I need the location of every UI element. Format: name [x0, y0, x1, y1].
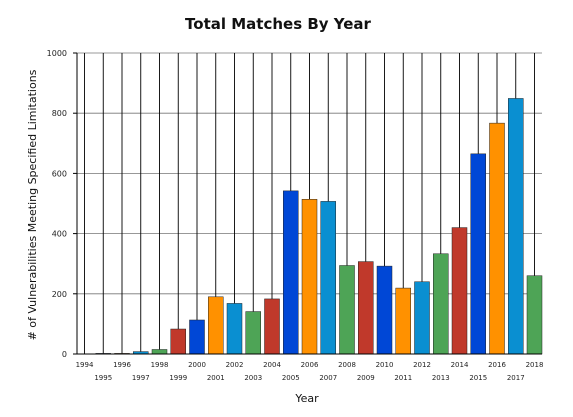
- x-tick-label: 2000: [188, 361, 206, 369]
- x-tick-label: 2010: [376, 361, 394, 369]
- x-tick-label: 2012: [413, 361, 431, 369]
- bar-2011: [395, 287, 411, 355]
- y-tick-label: 800: [52, 109, 67, 118]
- x-tick-label: 1997: [132, 374, 150, 382]
- chart-title: Total Matches By Year: [185, 15, 372, 33]
- x-tick-label: 2004: [263, 361, 281, 369]
- bar-2014: [451, 227, 468, 355]
- y-tick-label: 0: [62, 350, 67, 359]
- y-tick-label: 1000: [47, 49, 67, 58]
- bar-2003: [245, 311, 261, 355]
- bar-2013: [433, 253, 449, 355]
- x-tick-label: 2005: [282, 374, 300, 382]
- x-tick-label: 2015: [469, 374, 487, 382]
- x-tick-label: 2009: [357, 374, 375, 382]
- x-tick-label: 1996: [113, 361, 131, 369]
- bar-2009: [358, 261, 374, 355]
- bar-2017: [508, 98, 524, 355]
- bar-2001: [208, 296, 224, 355]
- x-tick-label: 2013: [432, 374, 450, 382]
- x-tick-label: 2003: [244, 374, 262, 382]
- bar-2018: [526, 275, 543, 355]
- y-tick-label: 600: [52, 169, 67, 178]
- x-axis-title: Year: [294, 392, 319, 405]
- x-tick-label: 2018: [526, 361, 544, 369]
- x-tick-label: 2002: [226, 361, 244, 369]
- x-tick-label: 1998: [151, 361, 169, 369]
- bars: [95, 98, 543, 355]
- x-tick-label: 1994: [76, 361, 94, 369]
- x-tick-label: 2016: [488, 361, 506, 369]
- x-tick-label: 1999: [169, 374, 187, 382]
- bar-2012: [414, 281, 430, 355]
- y-tick-label: 200: [52, 290, 67, 299]
- bar-2004: [264, 298, 280, 355]
- x-tick-label: 2014: [451, 361, 469, 369]
- bar-2002: [226, 303, 243, 355]
- bar-2010: [376, 265, 393, 355]
- bar-1998: [151, 349, 168, 355]
- bar-2005: [283, 190, 299, 355]
- bar-2015: [470, 153, 486, 355]
- bar-2006: [301, 199, 318, 355]
- y-axis-title: # of Vulnerabilities Meeting Specified L…: [26, 69, 39, 340]
- x-tick-label: 2008: [338, 361, 356, 369]
- bar-1999: [170, 328, 186, 355]
- bar-2000: [189, 319, 205, 355]
- x-tick-label: 2007: [319, 374, 337, 382]
- bar-2016: [489, 122, 505, 355]
- x-tick-label: 2017: [507, 374, 525, 382]
- y-axis-ticks: 0 200 400 600 800 1000: [47, 49, 77, 359]
- bar-2007: [320, 201, 336, 355]
- x-tick-label: 1995: [94, 374, 112, 382]
- x-tick-label: 2001: [207, 374, 225, 382]
- y-tick-label: 400: [52, 230, 67, 239]
- x-axis-ticks: 1994199519961997199819992000200120022003…: [76, 361, 544, 382]
- x-tick-label: 2006: [301, 361, 319, 369]
- bar-2008: [339, 265, 355, 355]
- x-tick-label: 2011: [394, 374, 412, 382]
